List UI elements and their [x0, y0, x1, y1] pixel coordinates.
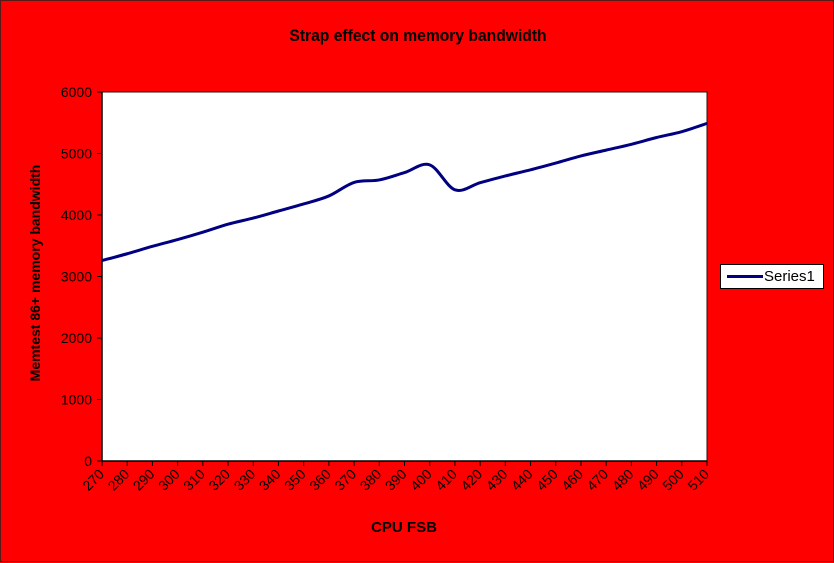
x-tick-label: 290 — [130, 466, 158, 494]
x-tick-label: 280 — [104, 466, 132, 494]
x-tick-label: 350 — [281, 466, 309, 494]
series-line — [101, 121, 708, 262]
y-axis-title: Memtest 86+ memory bandwidth — [27, 164, 43, 382]
plot-background — [101, 91, 708, 462]
x-tick-label: 470 — [583, 466, 611, 494]
y-tick-label: 4000 — [61, 207, 92, 223]
x-tick-label: 370 — [331, 466, 359, 494]
x-tick-label: 270 — [79, 466, 107, 494]
x-tick-label: 440 — [508, 466, 536, 494]
x-tick-label: 500 — [659, 466, 687, 494]
x-tick-label: 420 — [457, 466, 485, 494]
x-tick-label: 380 — [357, 466, 385, 494]
x-tick-label: 310 — [180, 466, 208, 494]
y-tick-label: 5000 — [61, 146, 92, 162]
x-tick-label: 410 — [432, 466, 460, 494]
y-tick-label: 0 — [84, 453, 92, 469]
x-tick-label: 390 — [382, 466, 410, 494]
y-tick-label: 2000 — [61, 330, 92, 346]
x-tick-label: 490 — [634, 466, 662, 494]
x-tick-label: 340 — [256, 466, 284, 494]
legend-label: Series1 — [764, 268, 815, 285]
x-axis-title: CPU FSB — [371, 519, 437, 536]
y-tick-label: 3000 — [61, 269, 92, 285]
legend-line-swatch — [727, 275, 763, 278]
x-tick-label: 400 — [407, 466, 435, 494]
x-tick-label: 430 — [483, 466, 511, 494]
x-tick-label: 480 — [609, 466, 637, 494]
y-tick-label: 1000 — [61, 392, 92, 408]
chart-title: Strap effect on memory bandwidth — [289, 26, 547, 45]
x-tick-label: 510 — [684, 466, 712, 494]
x-tick-label: 450 — [533, 466, 561, 494]
x-tick-label: 320 — [205, 466, 233, 494]
x-tick-label: 360 — [306, 466, 334, 494]
x-tick-label: 460 — [558, 466, 586, 494]
y-tick-label: 6000 — [61, 84, 92, 100]
x-tick-label: 300 — [155, 466, 183, 494]
legend: Series1 — [720, 264, 824, 289]
x-tick-label: 330 — [231, 466, 259, 494]
